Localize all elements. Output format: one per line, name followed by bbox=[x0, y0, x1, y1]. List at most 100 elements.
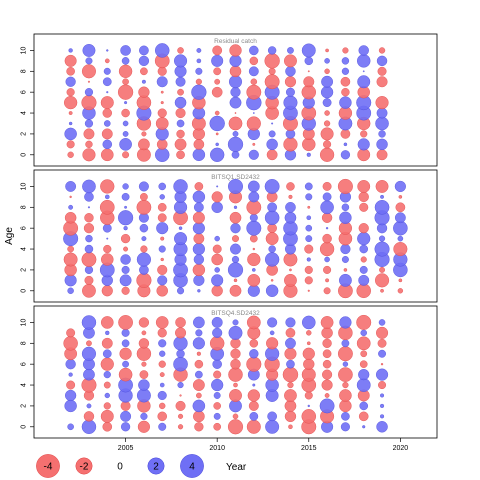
data-point bbox=[63, 252, 78, 267]
data-point bbox=[177, 381, 184, 389]
data-point bbox=[84, 88, 94, 97]
data-point bbox=[252, 112, 255, 114]
data-point bbox=[264, 252, 280, 267]
data-point bbox=[100, 409, 114, 423]
data-point bbox=[176, 129, 185, 139]
data-point bbox=[157, 203, 167, 212]
data-point bbox=[156, 76, 168, 88]
data-point bbox=[102, 108, 112, 118]
data-point bbox=[319, 398, 335, 414]
data-point bbox=[104, 392, 110, 399]
data-point bbox=[101, 253, 114, 266]
data-point bbox=[304, 391, 313, 400]
data-point bbox=[246, 356, 262, 372]
data-point bbox=[248, 149, 259, 160]
data-point bbox=[192, 263, 206, 277]
data-point bbox=[358, 411, 369, 422]
y-tick-label: 8 bbox=[21, 341, 28, 345]
legend-label: -2 bbox=[80, 462, 89, 473]
data-point bbox=[230, 87, 241, 98]
data-point bbox=[375, 368, 389, 381]
data-point bbox=[325, 227, 329, 230]
data-point bbox=[103, 402, 111, 410]
panel-title: Residual catch bbox=[214, 38, 257, 45]
data-point bbox=[306, 341, 311, 346]
data-point bbox=[106, 237, 109, 240]
panel-title: BITSQ1.SD2432 bbox=[211, 174, 260, 181]
y-axis-label: Age bbox=[4, 227, 15, 245]
data-point bbox=[304, 56, 313, 66]
data-point bbox=[342, 47, 349, 54]
data-point bbox=[319, 147, 335, 162]
data-point bbox=[121, 328, 130, 337]
data-point bbox=[195, 370, 203, 379]
data-point bbox=[121, 108, 130, 118]
data-point bbox=[306, 330, 312, 336]
data-point bbox=[66, 140, 75, 149]
data-point bbox=[138, 317, 150, 328]
data-point bbox=[175, 400, 186, 411]
data-point bbox=[338, 367, 353, 382]
data-point bbox=[213, 67, 222, 76]
data-point bbox=[356, 378, 371, 392]
data-point bbox=[267, 411, 277, 422]
data-point bbox=[211, 253, 223, 266]
data-point bbox=[158, 422, 167, 431]
data-point bbox=[376, 55, 388, 67]
data-point bbox=[304, 276, 313, 285]
data-point bbox=[339, 316, 352, 329]
data-point bbox=[122, 120, 129, 127]
data-point bbox=[160, 236, 165, 241]
data-point bbox=[213, 422, 221, 431]
data-point bbox=[252, 142, 256, 146]
data-point bbox=[68, 48, 73, 53]
data-point bbox=[340, 76, 351, 87]
data-point bbox=[158, 245, 166, 253]
data-point bbox=[85, 234, 93, 243]
data-point bbox=[103, 370, 111, 379]
data-point bbox=[101, 337, 113, 349]
data-point bbox=[228, 75, 242, 89]
data-point bbox=[284, 76, 297, 88]
data-point bbox=[357, 138, 370, 151]
data-point bbox=[120, 254, 131, 265]
data-point bbox=[155, 117, 169, 130]
data-point bbox=[81, 252, 97, 267]
data-point bbox=[123, 226, 128, 231]
data-point bbox=[380, 393, 385, 398]
data-point bbox=[303, 76, 315, 88]
data-point bbox=[232, 131, 239, 137]
data-point bbox=[227, 136, 244, 152]
data-point bbox=[66, 88, 75, 97]
data-point bbox=[320, 86, 334, 99]
data-point bbox=[197, 289, 201, 293]
data-point bbox=[124, 101, 128, 105]
data-point bbox=[394, 180, 406, 192]
data-point bbox=[378, 349, 386, 358]
data-point bbox=[102, 77, 112, 87]
data-point bbox=[87, 206, 90, 209]
data-point bbox=[324, 68, 330, 75]
data-point bbox=[271, 122, 274, 125]
data-point bbox=[158, 360, 166, 368]
data-point bbox=[175, 108, 186, 119]
data-point bbox=[106, 49, 109, 52]
data-point bbox=[380, 414, 385, 419]
data-point bbox=[232, 413, 239, 420]
data-point bbox=[86, 403, 92, 409]
data-point bbox=[69, 195, 72, 199]
data-point bbox=[246, 315, 261, 330]
data-point bbox=[265, 284, 279, 297]
data-point bbox=[397, 235, 404, 242]
data-point bbox=[322, 369, 333, 380]
data-point bbox=[122, 78, 129, 86]
data-point bbox=[252, 268, 256, 272]
data-point bbox=[195, 67, 203, 75]
data-point bbox=[65, 181, 77, 192]
data-point bbox=[284, 347, 297, 360]
data-point bbox=[192, 148, 206, 162]
data-point bbox=[375, 96, 389, 110]
data-point bbox=[192, 211, 205, 224]
data-point bbox=[359, 265, 368, 274]
data-point bbox=[321, 75, 334, 88]
